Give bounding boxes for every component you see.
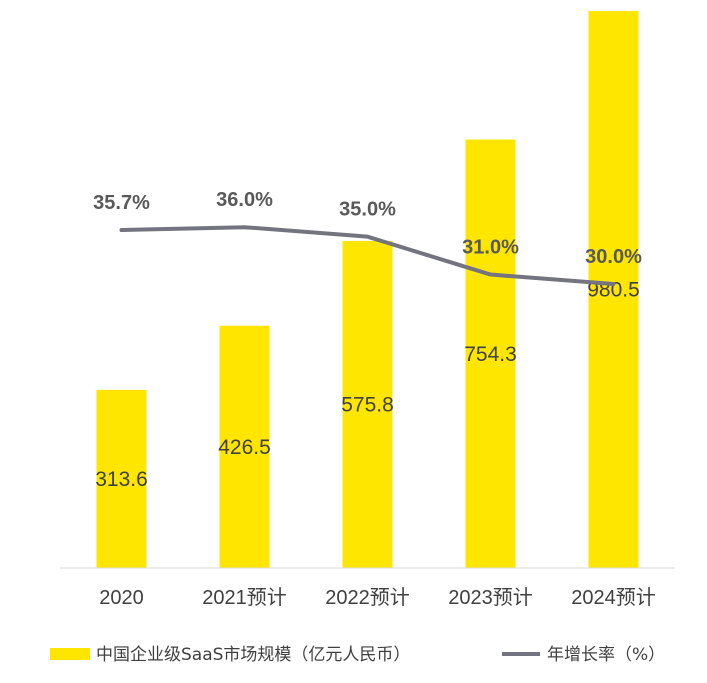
x-tick-label: 2023预计	[448, 586, 533, 609]
growth-rate-line	[119, 225, 616, 286]
bar-value-label: 575.8	[341, 393, 394, 416]
bar-2023预计	[465, 139, 516, 568]
bar-2022预计	[342, 240, 393, 568]
x-tick-label: 2022预计	[325, 586, 410, 609]
x-tick-label: 2020	[99, 587, 144, 609]
bars-group	[96, 11, 639, 569]
x-tick-label: 2024预计	[571, 586, 656, 609]
bar-value-label: 426.5	[218, 436, 271, 459]
rate-value-label: 35.7%	[93, 192, 150, 214]
rate-labels-group: 35.7% 36.0% 35.0% 31.0% 30.0%	[93, 189, 642, 268]
rate-value-label: 30.0%	[585, 246, 642, 268]
legend-line-label: 年增长率（%）	[547, 645, 665, 665]
legend: 中国企业级SaaS市场规模（亿元人民币） 年增长率（%）	[50, 645, 665, 665]
bar-value-label: 754.3	[464, 343, 517, 366]
legend-bar-swatch	[50, 648, 90, 660]
rate-value-label: 35.0%	[339, 199, 396, 221]
bar-2024预计	[588, 11, 639, 569]
bar-value-label: 313.6	[95, 468, 148, 491]
bar-2020	[96, 389, 147, 568]
rate-value-label: 36.0%	[216, 189, 273, 211]
x-tick-labels-group: 2020 2021预计 2022预计 2023预计 2024预计	[99, 586, 656, 609]
legend-bar-label: 中国企业级SaaS市场规模（亿元人民币）	[96, 645, 410, 665]
growth-line-group	[119, 225, 616, 286]
bar-2021预计	[219, 325, 270, 568]
x-tick-label: 2021预计	[202, 586, 287, 609]
rate-value-label: 31.0%	[462, 237, 519, 259]
